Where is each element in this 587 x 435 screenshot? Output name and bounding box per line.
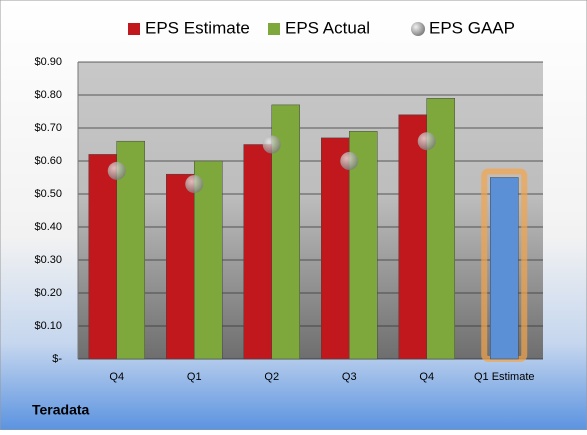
bar (194, 160, 223, 360)
bar (88, 154, 117, 360)
x-tick-label: Q4 (419, 371, 434, 383)
bar (321, 137, 350, 360)
y-tick-label: $- (52, 353, 62, 365)
y-tick-label: $0.90 (34, 56, 62, 68)
y-tick-label: $0.40 (34, 221, 62, 233)
x-tick-label: Q2 (264, 371, 279, 383)
bar (243, 144, 272, 360)
plot-area (78, 62, 543, 359)
scatter-point (417, 132, 436, 151)
scatter-point (107, 161, 126, 180)
y-tick-label: $0.80 (34, 89, 62, 101)
scatter-point (262, 135, 281, 154)
y-tick-label: $0.20 (34, 287, 62, 299)
legend-label: EPS Estimate (145, 18, 250, 37)
bar (398, 114, 427, 360)
y-tick-label: $0.10 (34, 320, 62, 332)
legend-label: EPS Actual (285, 18, 370, 37)
x-tick-label: Q3 (342, 371, 357, 383)
bar (166, 173, 195, 360)
x-tick-label: Q4 (109, 371, 124, 383)
bar (490, 177, 519, 360)
y-tick-label: $0.60 (34, 155, 62, 167)
legend-marker (268, 23, 280, 35)
company-label: Teradata (32, 402, 90, 418)
legend-marker (411, 22, 425, 36)
bar (349, 131, 378, 360)
scatter-point (340, 152, 359, 170)
legend-label: EPS GAAP (429, 18, 515, 37)
y-tick-label: $0.70 (34, 122, 62, 134)
y-tick-label: $0.50 (34, 188, 62, 200)
legend-marker (128, 23, 140, 35)
x-tick-label: Q1 (187, 371, 202, 383)
y-tick-label: $0.30 (34, 254, 62, 266)
x-tick-label: Q1 Estimate (474, 371, 535, 383)
scatter-point (185, 175, 204, 194)
